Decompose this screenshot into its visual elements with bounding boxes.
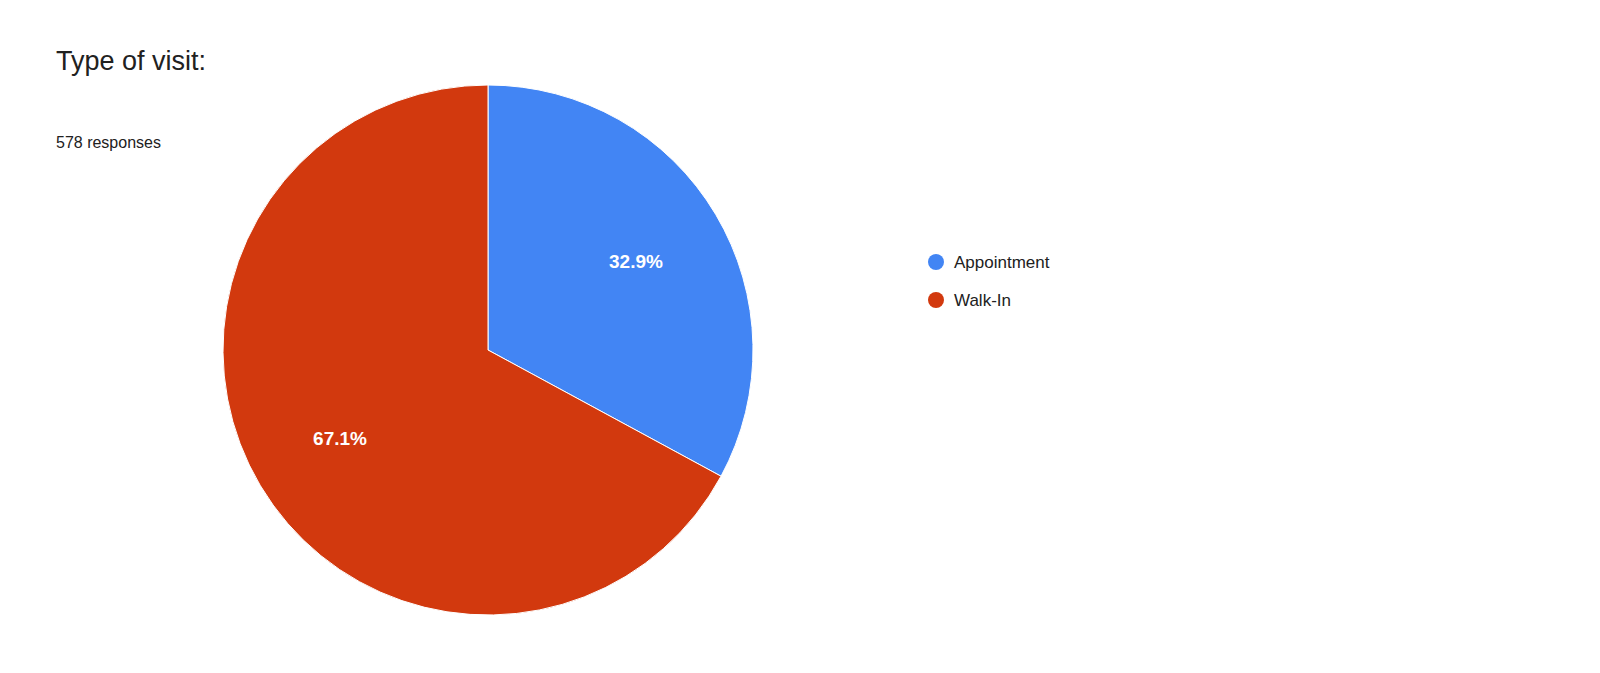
legend-label: Walk-In (954, 291, 1011, 310)
slices (223, 85, 753, 615)
legend-marker (928, 292, 944, 308)
subtitle: 578 responses (56, 134, 161, 151)
legend-marker (928, 254, 944, 270)
background (0, 0, 1600, 673)
legend-label: Appointment (954, 253, 1050, 272)
chart: Type of visit: 578 responses 32.9% 67.1% App… (0, 0, 1600, 673)
data-label: 67.1% (313, 428, 367, 449)
pie-slice (223, 85, 721, 615)
chart-container: Type of visit: 578 responses 32.9% 67.1% App… (0, 0, 1600, 673)
legend: Appointment Walk-In (928, 253, 1050, 310)
data-label: 32.9% (609, 251, 663, 272)
data-labels: 32.9% 67.1% (313, 251, 663, 448)
title: Type of visit: (56, 46, 206, 76)
